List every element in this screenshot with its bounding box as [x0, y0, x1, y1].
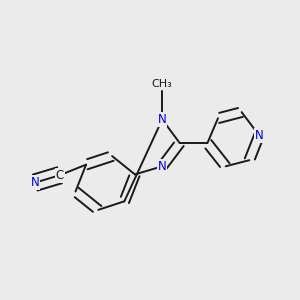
Text: N: N: [31, 176, 40, 189]
Text: CH₃: CH₃: [152, 79, 172, 89]
Text: N: N: [158, 113, 167, 126]
Text: N: N: [158, 160, 167, 173]
Text: N: N: [255, 129, 263, 142]
Text: C: C: [56, 169, 64, 182]
